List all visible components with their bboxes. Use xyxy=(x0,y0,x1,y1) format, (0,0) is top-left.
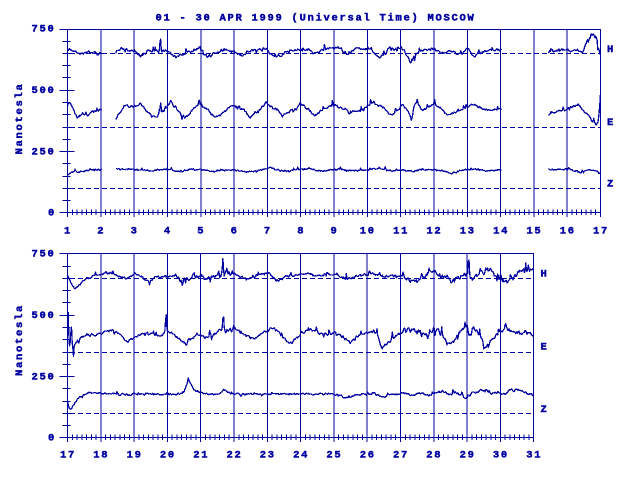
svg-text:Nanotesla: Nanotesla xyxy=(14,304,26,376)
svg-text:16: 16 xyxy=(560,225,576,237)
svg-text:22: 22 xyxy=(226,450,242,462)
svg-text:7: 7 xyxy=(264,225,272,237)
svg-text:1: 1 xyxy=(64,225,72,237)
svg-text:6: 6 xyxy=(231,225,239,237)
svg-text:3: 3 xyxy=(131,225,139,237)
svg-text:12: 12 xyxy=(426,225,442,237)
svg-text:20: 20 xyxy=(160,450,176,462)
svg-text:750: 750 xyxy=(32,249,56,261)
svg-text:24: 24 xyxy=(293,450,309,462)
svg-text:27: 27 xyxy=(393,450,409,462)
svg-text:Nanotesla: Nanotesla xyxy=(14,82,26,154)
svg-text:17: 17 xyxy=(60,450,76,462)
svg-text:9: 9 xyxy=(330,225,338,237)
svg-text:500: 500 xyxy=(32,310,56,322)
svg-text:31: 31 xyxy=(526,450,542,462)
svg-text:14: 14 xyxy=(493,225,509,237)
svg-text:250: 250 xyxy=(32,146,56,158)
svg-text:23: 23 xyxy=(260,450,276,462)
svg-text:18: 18 xyxy=(93,450,109,462)
svg-text:25: 25 xyxy=(326,450,342,462)
svg-text:15: 15 xyxy=(526,225,542,237)
svg-text:0: 0 xyxy=(48,208,56,220)
svg-text:21: 21 xyxy=(193,450,209,462)
svg-text:250: 250 xyxy=(32,371,56,383)
svg-text:28: 28 xyxy=(426,450,442,462)
svg-text:E: E xyxy=(607,117,615,129)
svg-text:H: H xyxy=(541,269,549,281)
svg-text:E: E xyxy=(541,342,549,354)
svg-text:11: 11 xyxy=(393,225,409,237)
svg-text:10: 10 xyxy=(360,225,376,237)
svg-text:26: 26 xyxy=(360,450,376,462)
svg-text:H: H xyxy=(607,44,615,56)
svg-text:13: 13 xyxy=(460,225,476,237)
svg-text:8: 8 xyxy=(297,225,305,237)
svg-text:17: 17 xyxy=(593,225,609,237)
svg-text:Z: Z xyxy=(607,179,615,191)
svg-text:30: 30 xyxy=(493,450,509,462)
svg-text:19: 19 xyxy=(127,450,143,462)
svg-text:4: 4 xyxy=(164,225,172,237)
svg-text:500: 500 xyxy=(32,85,56,97)
svg-text:0: 0 xyxy=(48,433,56,445)
svg-text:5: 5 xyxy=(197,225,205,237)
svg-text:2: 2 xyxy=(97,225,105,237)
svg-text:Z: Z xyxy=(541,404,549,416)
svg-text:01 - 30 APR 1999 (Universal Ti: 01 - 30 APR 1999 (Universal Time) MOSCOW xyxy=(156,13,476,25)
svg-text:29: 29 xyxy=(460,450,476,462)
svg-text:750: 750 xyxy=(32,24,56,36)
